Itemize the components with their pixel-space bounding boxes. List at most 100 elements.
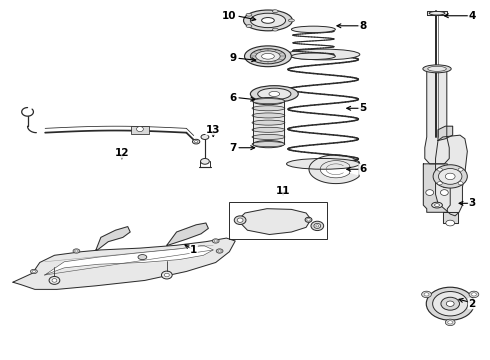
Text: 11: 11 (276, 186, 291, 197)
Polygon shape (427, 12, 447, 15)
Ellipse shape (289, 19, 294, 22)
Polygon shape (423, 164, 450, 212)
Ellipse shape (258, 88, 291, 100)
Text: 6: 6 (229, 93, 236, 103)
Ellipse shape (272, 28, 278, 31)
Ellipse shape (423, 65, 451, 73)
Text: 3: 3 (468, 198, 476, 208)
Ellipse shape (421, 291, 431, 298)
Ellipse shape (250, 86, 298, 102)
Ellipse shape (250, 49, 286, 64)
Ellipse shape (292, 26, 335, 33)
Ellipse shape (252, 120, 285, 125)
Polygon shape (443, 212, 458, 223)
Ellipse shape (445, 319, 455, 325)
Ellipse shape (245, 46, 292, 67)
Ellipse shape (446, 220, 455, 226)
Ellipse shape (307, 219, 310, 221)
Ellipse shape (426, 287, 474, 320)
Ellipse shape (448, 321, 453, 324)
Text: 2: 2 (468, 299, 476, 309)
Ellipse shape (30, 269, 37, 274)
Text: 4: 4 (468, 11, 476, 21)
Ellipse shape (438, 168, 442, 171)
Polygon shape (438, 126, 453, 140)
Ellipse shape (438, 182, 442, 185)
Ellipse shape (244, 10, 293, 31)
Ellipse shape (253, 98, 284, 105)
Text: 6: 6 (359, 164, 366, 174)
Ellipse shape (252, 113, 285, 118)
Ellipse shape (432, 202, 442, 208)
Ellipse shape (429, 12, 445, 15)
Ellipse shape (256, 51, 280, 62)
Text: 13: 13 (206, 125, 220, 135)
Ellipse shape (201, 134, 209, 139)
Ellipse shape (269, 91, 280, 96)
Bar (229, 202, 327, 239)
Ellipse shape (292, 53, 335, 59)
Polygon shape (13, 238, 235, 289)
Ellipse shape (458, 182, 463, 185)
Polygon shape (45, 245, 213, 275)
Text: 12: 12 (115, 148, 129, 158)
Ellipse shape (287, 49, 360, 60)
Polygon shape (425, 69, 449, 164)
Ellipse shape (441, 190, 448, 195)
Text: 10: 10 (221, 11, 236, 21)
Ellipse shape (253, 140, 284, 148)
Ellipse shape (446, 301, 454, 306)
Ellipse shape (262, 18, 274, 23)
Ellipse shape (314, 224, 321, 228)
Ellipse shape (164, 273, 169, 277)
Ellipse shape (214, 240, 218, 242)
Ellipse shape (316, 225, 319, 227)
Ellipse shape (73, 249, 80, 253)
Ellipse shape (426, 190, 434, 195)
Ellipse shape (234, 216, 246, 225)
Ellipse shape (252, 134, 285, 139)
Ellipse shape (212, 239, 219, 243)
Ellipse shape (439, 168, 462, 184)
Ellipse shape (252, 127, 285, 132)
Ellipse shape (445, 173, 455, 180)
Ellipse shape (237, 218, 243, 222)
Ellipse shape (200, 158, 209, 164)
Text: 7: 7 (229, 143, 236, 153)
Bar (131, 126, 149, 134)
Polygon shape (167, 223, 208, 245)
Ellipse shape (52, 279, 57, 282)
Ellipse shape (195, 140, 198, 143)
Ellipse shape (246, 25, 252, 28)
Ellipse shape (74, 250, 78, 252)
Ellipse shape (137, 127, 144, 132)
Ellipse shape (252, 141, 285, 147)
Text: 5: 5 (359, 103, 366, 113)
Text: 8: 8 (359, 21, 366, 31)
Ellipse shape (433, 165, 467, 188)
Ellipse shape (49, 276, 60, 284)
Ellipse shape (424, 293, 429, 296)
Ellipse shape (262, 53, 274, 59)
Ellipse shape (252, 99, 285, 104)
Ellipse shape (311, 221, 324, 230)
Polygon shape (253, 101, 284, 144)
Ellipse shape (305, 217, 312, 222)
Text: 9: 9 (229, 53, 236, 63)
Ellipse shape (193, 139, 200, 144)
Ellipse shape (471, 293, 476, 296)
Polygon shape (238, 209, 311, 234)
Ellipse shape (250, 13, 286, 28)
Ellipse shape (161, 271, 172, 279)
Ellipse shape (252, 106, 285, 111)
Ellipse shape (272, 10, 278, 13)
Ellipse shape (435, 204, 440, 207)
Polygon shape (96, 226, 130, 250)
Ellipse shape (218, 250, 221, 252)
Ellipse shape (428, 66, 446, 71)
Ellipse shape (433, 292, 468, 316)
Ellipse shape (216, 249, 223, 253)
Ellipse shape (246, 13, 252, 16)
Ellipse shape (458, 168, 463, 171)
Ellipse shape (469, 291, 479, 298)
